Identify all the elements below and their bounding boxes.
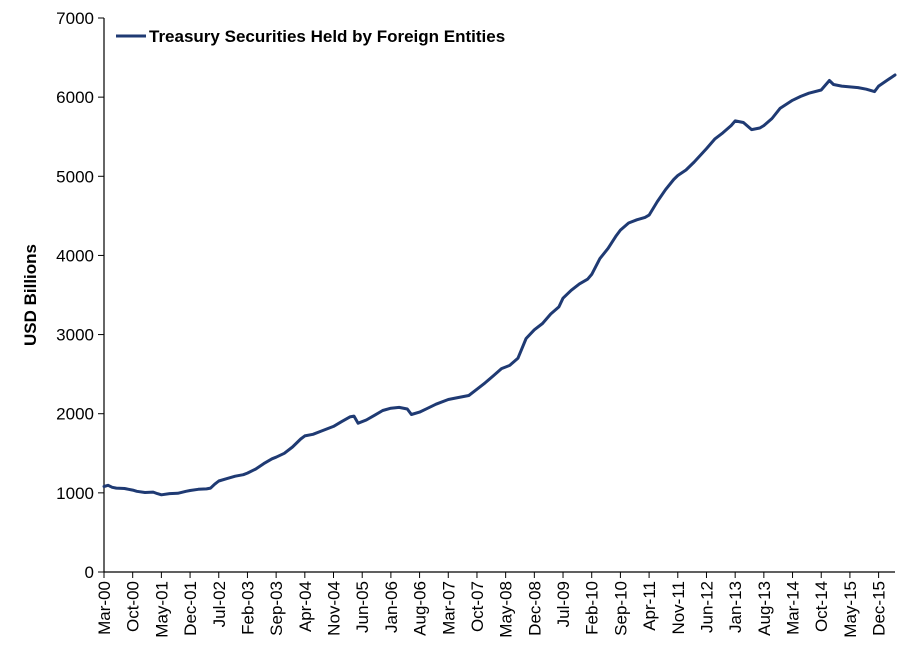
- x-tick-label: Nov-11: [669, 581, 688, 635]
- y-tick-label: 0: [85, 563, 94, 582]
- x-tick-label: Jan-06: [382, 581, 401, 633]
- x-tick-label: Aug-13: [755, 581, 774, 636]
- x-tick-label: Nov-04: [325, 581, 344, 636]
- y-axis-ticks: 0 1000 2000 3000 4000 5000 6000 7000: [56, 9, 104, 582]
- x-tick-label: Apr-04: [296, 581, 315, 632]
- x-tick-label: Sep-10: [611, 581, 630, 636]
- x-tick-label: Oct-00: [124, 581, 143, 632]
- x-tick-label: Jun-12: [697, 581, 716, 633]
- x-tick-label: May-01: [152, 581, 171, 638]
- x-tick-label: May-08: [497, 581, 516, 638]
- y-tick-label: 2000: [56, 405, 94, 424]
- x-tick-label: Jul-09: [554, 581, 573, 627]
- y-tick-label: 6000: [56, 88, 94, 107]
- x-tick-label: Aug-06: [411, 581, 430, 636]
- x-tick-label: Jan-13: [726, 581, 745, 633]
- x-tick-label: Oct-07: [468, 581, 487, 632]
- legend-label: Treasury Securities Held by Foreign Enti…: [149, 27, 505, 46]
- series-line: [102, 73, 897, 497]
- x-tick-label: Jun-05: [353, 581, 372, 633]
- axes: [103, 18, 895, 573]
- x-tick-label: Feb-10: [583, 581, 602, 635]
- series-group: [102, 73, 897, 497]
- x-tick-label: Apr-11: [640, 581, 659, 631]
- x-tick-label: Oct-14: [812, 581, 831, 632]
- y-axis-label: USD Billions: [21, 244, 40, 346]
- y-tick-label: 7000: [56, 9, 94, 28]
- x-tick-label: Dec-08: [525, 581, 544, 636]
- x-tick-label: Mar-07: [439, 581, 458, 635]
- x-tick-label: Jul-02: [210, 581, 229, 627]
- legend: Treasury Securities Held by Foreign Enti…: [116, 27, 505, 46]
- x-tick-label: May-15: [841, 581, 860, 638]
- y-tick-label: 3000: [56, 326, 94, 345]
- y-tick-label: 5000: [56, 167, 94, 186]
- x-tick-label: Sep-03: [267, 581, 286, 636]
- x-tick-label: Mar-14: [784, 581, 803, 635]
- y-tick-label: 4000: [56, 246, 94, 265]
- x-tick-label: Dec-15: [870, 581, 889, 636]
- x-axis-ticks: Mar-00 Oct-00 May-01 Dec-01 Jul-02 Feb-03 Sep-…: [95, 572, 889, 638]
- x-tick-label: Mar-00: [95, 581, 114, 635]
- x-tick-label: Feb-03: [238, 581, 257, 635]
- y-tick-label: 1000: [56, 484, 94, 503]
- x-tick-label: Dec-01: [181, 581, 200, 636]
